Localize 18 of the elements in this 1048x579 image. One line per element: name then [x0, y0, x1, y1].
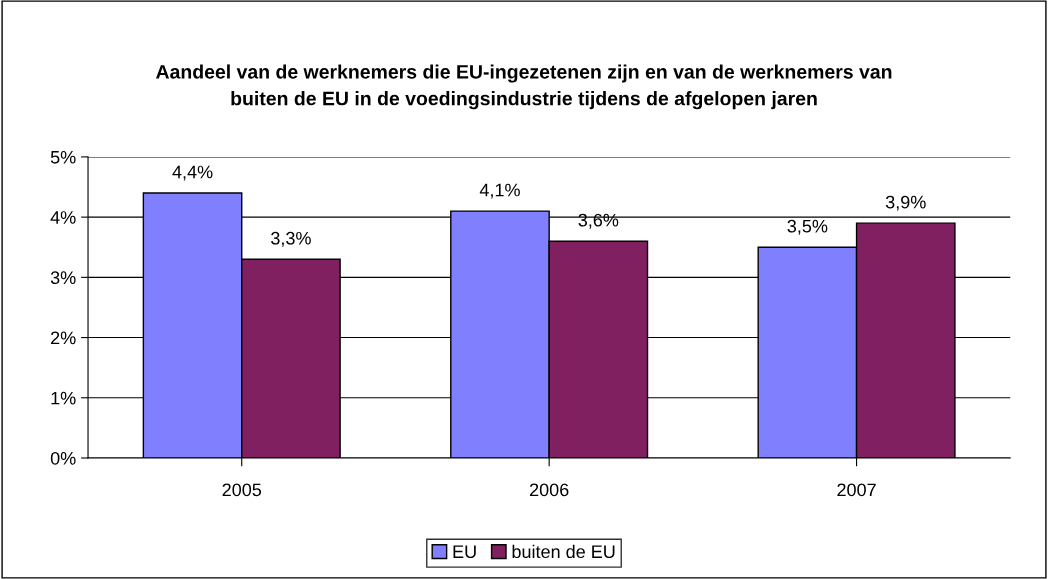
legend-label: EU: [453, 545, 476, 559]
y-tick-label: 1%: [51, 391, 76, 405]
data-label: 3,9%: [885, 195, 926, 211]
data-label: 4,4%: [172, 165, 213, 181]
legend-label: buiten de EU: [512, 544, 615, 559]
chart-title: Aandeel van de werknemers die EU-ingezetenen zijn en van de werknemers van buiten de EU in de voedingsindustrie tijdens de afgelopen jaren: [156, 64, 892, 110]
x-tick-label: 2006: [529, 483, 569, 497]
data-label: 3,3%: [271, 231, 311, 247]
y-tick-label: 5%: [50, 150, 76, 164]
x-tick-label: 2007: [837, 483, 876, 497]
y-tick-label: 3%: [50, 271, 76, 285]
y-tick-label: 4%: [50, 211, 76, 224]
y-tick-label: 2%: [51, 331, 76, 345]
data-label: 3,5%: [787, 219, 828, 235]
x-tick-label: 2005: [222, 483, 262, 497]
y-tick-label: 0%: [50, 451, 76, 465]
data-label: 4,1%: [479, 183, 520, 199]
data-label: 3,6%: [578, 213, 619, 229]
